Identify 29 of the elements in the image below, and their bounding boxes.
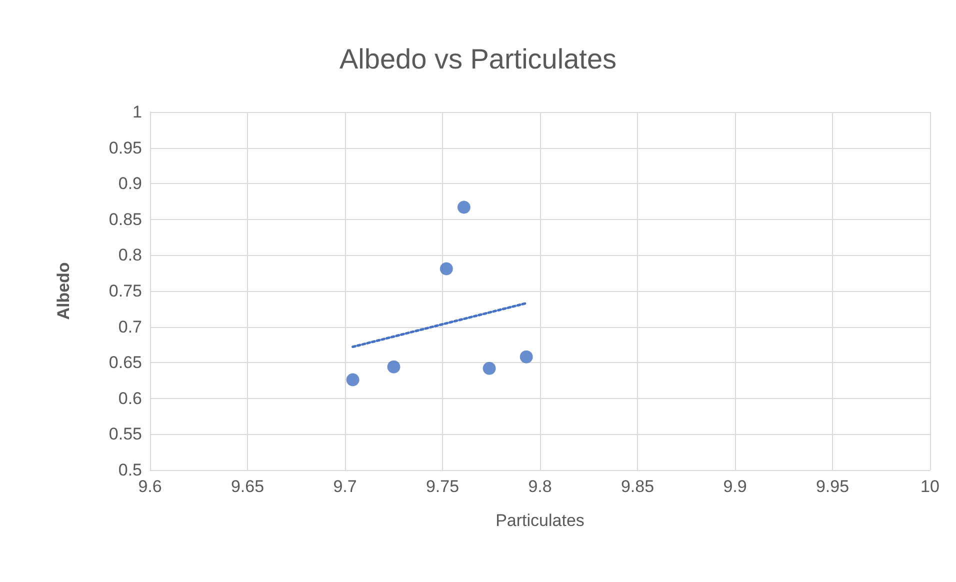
y-tick-label: 0.9 <box>118 174 142 194</box>
point <box>440 262 453 276</box>
point <box>457 200 470 214</box>
point <box>482 362 496 375</box>
chart-title: Albedo vs Particulates <box>339 44 617 74</box>
y-tick-label: 0.55 <box>108 424 142 444</box>
y-tick-label: 0.5 <box>118 460 142 480</box>
point <box>387 360 400 374</box>
x-tick-label: 9.8 <box>528 477 552 496</box>
point <box>346 373 360 386</box>
y-tick-label: 0.7 <box>118 317 142 336</box>
y-tick-label: 0.75 <box>108 282 142 300</box>
y-tick-label: 0.6 <box>118 388 142 408</box>
y-tick-label: 0.95 <box>108 138 142 158</box>
point <box>520 350 533 364</box>
x-tick-label: 9.6 <box>138 477 162 496</box>
x-tick-label: 9.95 <box>816 477 850 496</box>
x-tick-label: 9.65 <box>230 477 264 496</box>
x-tick-label: 10 <box>920 477 940 496</box>
y-tick-label: 0.85 <box>108 210 142 229</box>
y-tick-label: 0.8 <box>118 246 142 265</box>
x-tick-label: 9.9 <box>723 477 747 496</box>
x-axis-title: Particulates <box>496 511 584 530</box>
x-tick-label: 9.7 <box>333 477 357 496</box>
y-axis-title: Albedo <box>54 262 73 320</box>
x-tick-label: 9.85 <box>620 477 654 496</box>
y-tick-label: 0.65 <box>108 353 142 372</box>
y-tick-label: 1 <box>132 102 142 122</box>
x-tick-label: 9.75 <box>426 477 460 496</box>
